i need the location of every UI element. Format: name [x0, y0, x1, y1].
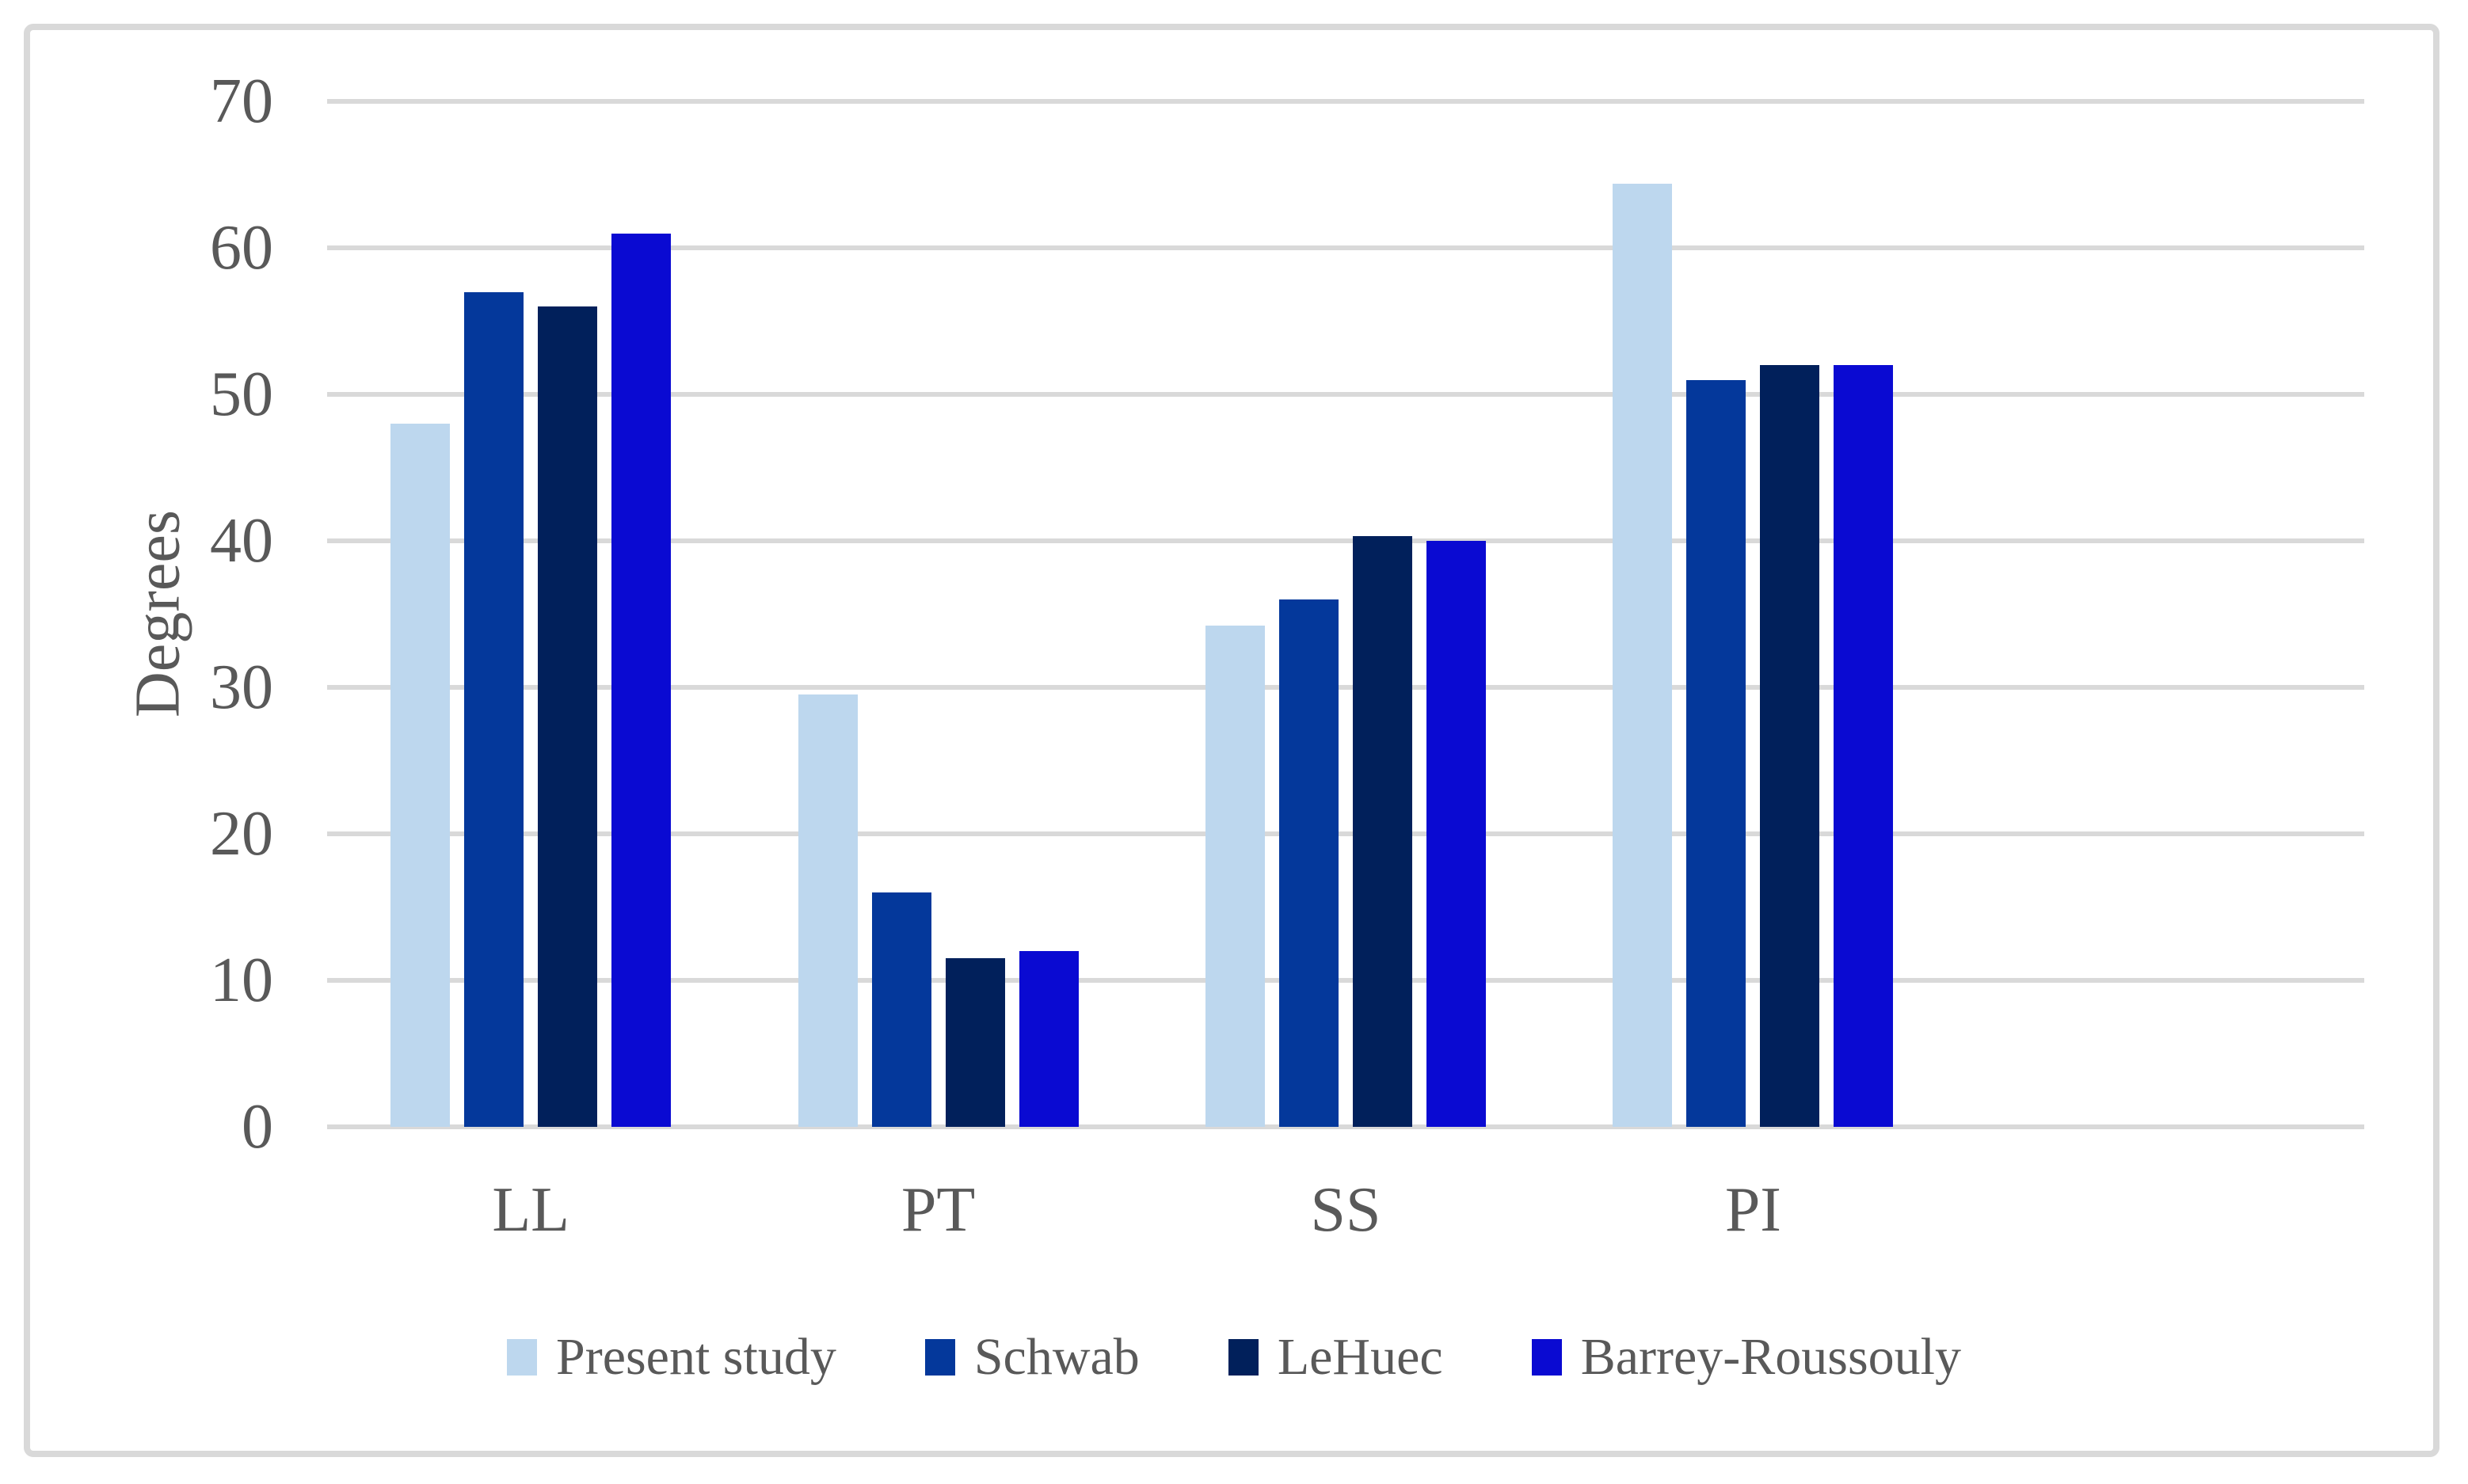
gridline-10 [327, 978, 2364, 983]
bar-PI-barrey-roussouly [1834, 365, 1894, 1127]
legend-item-lehuec: LeHuec [1228, 1331, 1443, 1383]
bar-PT-present-study [798, 694, 858, 1127]
bar-PI-present-study [1613, 183, 1673, 1127]
x-axis-label-LL: LL [492, 1175, 570, 1245]
bar-LL-barrey-roussouly [611, 233, 672, 1127]
bar-LL-present-study [390, 424, 451, 1127]
x-axis-label-SS: SS [1310, 1175, 1381, 1245]
y-tick-label-60: 60 [210, 213, 273, 283]
legend-label: Present study [556, 1328, 836, 1386]
gridline-20 [327, 831, 2364, 836]
legend-label: LeHuec [1277, 1328, 1443, 1386]
y-tick-label-20: 20 [210, 799, 273, 869]
gridline-50 [327, 392, 2364, 397]
bar-SS-present-study [1205, 626, 1265, 1127]
y-tick-label-70: 70 [210, 67, 273, 136]
legend-item-barrey-roussouly: Barrey-Roussouly [1531, 1328, 1961, 1386]
gridline-0 [327, 1124, 2364, 1129]
bar-PT-barrey-roussouly [1019, 951, 1079, 1127]
legend-item-present-study: Present study [507, 1331, 836, 1383]
x-axis-label-PI: PI [1724, 1175, 1781, 1245]
y-tick-label-40: 40 [210, 506, 273, 576]
gridline-70 [327, 99, 2364, 104]
legend-swatch-icon [507, 1339, 538, 1376]
bar-PI-schwab [1686, 379, 1746, 1127]
bar-LL-schwab [464, 291, 524, 1127]
x-axis-label-PT: PT [901, 1175, 976, 1245]
gridline-40 [327, 538, 2364, 543]
plot-area [327, 99, 2364, 1129]
y-tick-label-50: 50 [210, 360, 273, 429]
legend: Present study Schwab LeHuec Barrey-Roussoul… [0, 1318, 2468, 1397]
y-tick-label-0: 0 [242, 1092, 273, 1162]
bar-SS-barrey-roussouly [1426, 541, 1486, 1127]
legend-label: Barrey-Roussouly [1580, 1328, 1961, 1386]
bar-group-PT [798, 101, 1079, 1127]
legend-swatch-icon [924, 1339, 955, 1376]
legend-item-schwab: Schwab [924, 1328, 1140, 1386]
gridline-30 [327, 685, 2364, 690]
bar-PT-lehuec [945, 958, 1005, 1127]
bar-group-SS [1205, 101, 1486, 1127]
legend-swatch-icon [1228, 1339, 1259, 1376]
bar-SS-schwab [1279, 599, 1339, 1127]
bar-group-PI [1613, 101, 1894, 1127]
gridline-60 [327, 245, 2364, 250]
bar-PT-schwab [871, 892, 931, 1127]
legend-swatch-icon [1531, 1339, 1562, 1376]
bar-LL-lehuec [538, 306, 598, 1127]
bar-group-LL [390, 101, 672, 1127]
bar-PI-lehuec [1760, 365, 1820, 1127]
y-tick-label-10: 10 [210, 946, 273, 1015]
y-tick-label-30: 30 [210, 653, 273, 722]
legend-label: Schwab [973, 1328, 1140, 1386]
bar-SS-lehuec [1353, 536, 1412, 1127]
